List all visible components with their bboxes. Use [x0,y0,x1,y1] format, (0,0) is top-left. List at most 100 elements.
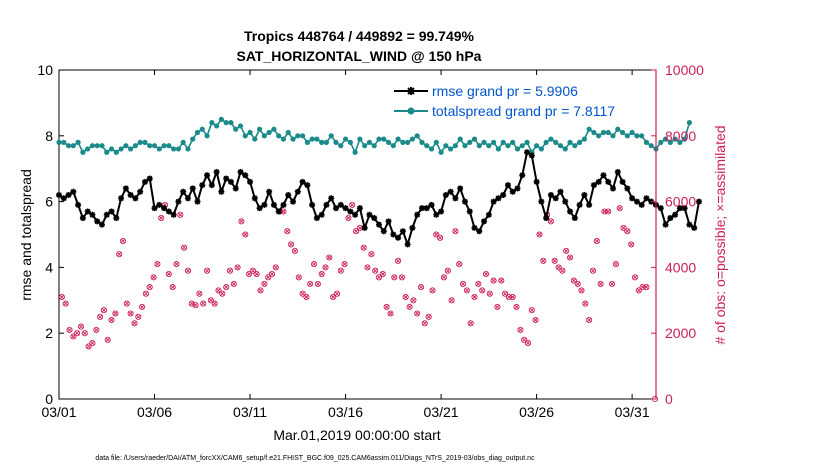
obs-point [467,320,474,327]
obs-possible-marker [639,284,646,291]
rmse-point [375,221,382,228]
rmse-point [132,195,139,202]
obs-assimilated-marker [407,304,412,310]
obs-point [586,316,593,324]
totalspread-point [242,133,248,139]
totalspread-point [419,139,425,145]
rmse-point [452,195,459,202]
obs-possible-marker [372,267,379,274]
obs-point [89,340,96,347]
obs-possible-marker [387,310,394,317]
obs-point [322,264,329,271]
totalspread-point [228,120,234,126]
obs-assimilated-marker [281,209,286,214]
rmse-point [165,208,172,215]
rmse-point [504,182,511,189]
rmse-point [691,224,698,231]
obs-possible-marker [307,280,314,287]
obs-assimilated-marker [376,274,382,280]
rmse-point [65,192,72,199]
obs-point [341,261,348,268]
totalspread-point [400,139,406,145]
obs-possible-marker [479,287,486,294]
obs-point [524,340,532,347]
totalspread-point [75,139,81,145]
y-right-tick-label: 4000 [665,259,696,275]
rmse-point [414,211,421,218]
obs-assimilated-marker [369,251,374,257]
totalspread-point [137,139,143,145]
obs-point [395,257,402,264]
obs-possible-marker [184,267,192,274]
rmse-point [122,185,129,192]
x-tick-label: 03/31 [615,404,650,420]
totalspread-point [128,146,134,152]
y-axis-right-label: # of obs: o=possible; ×=assimilated [712,125,728,344]
totalspread-point [80,149,86,155]
obs-assimilated-marker [537,232,542,237]
obs-point [215,287,222,294]
obs-assimilated-marker [170,284,176,290]
obs-point [391,274,398,281]
rmse-point [490,198,497,205]
obs-assimilated-marker [151,274,156,280]
totalspread-point [443,143,449,149]
y-left-tick-label: 0 [45,391,53,407]
rmse-point [280,201,287,208]
obs-possible-marker [551,257,558,264]
totalspread-point [175,146,181,152]
obs-point [97,313,104,320]
obs-possible-marker [475,280,482,287]
obs-possible-marker [643,284,650,291]
obs-point [559,267,566,274]
obs-assimilated-marker [560,268,565,274]
obs-possible-marker [559,267,566,274]
totalspread-point [476,143,482,149]
obs-assimilated-marker [644,284,649,290]
totalspread-point [171,146,177,152]
rmse-point [313,215,320,222]
obs-point [494,303,501,310]
obs-point [459,280,467,287]
obs-possible-marker [631,274,639,281]
rmse-point [184,195,191,202]
rmse-point [614,168,621,175]
totalspread-point [639,133,645,139]
obs-possible-marker [341,261,348,268]
rmse-point [232,185,239,192]
rmse-point [151,205,158,212]
totalspread-point [395,136,401,142]
obs-possible-marker [440,274,447,281]
rmse-point [98,221,105,228]
totalspread-point [424,143,430,149]
totalspread-point [328,133,334,139]
obs-assimilated-marker [586,317,592,323]
y-axis-right: 0 2000 4000 6000 8000 10000 [651,62,704,407]
rmse-point [113,215,120,222]
obs-possible-marker [589,267,597,274]
obs-possible-marker [505,293,512,301]
rmse-point [318,211,325,218]
obs-assimilated-marker [449,297,454,303]
rmse-point [657,205,664,212]
obs-point [238,218,245,225]
rmse-point [270,201,277,208]
obs-possible-marker [368,251,375,258]
rmse-point [208,182,215,189]
obs-assimilated-marker [296,274,302,280]
rmse-point [514,185,521,192]
rmse-point [108,208,115,215]
obs-point [192,302,199,309]
rmse-series [56,149,702,248]
obs-possible-marker [547,218,554,225]
obs-point [597,280,604,287]
obs-assimilated-marker [174,261,179,267]
obs-possible-marker [299,290,306,297]
obs-point [81,330,88,337]
totalspread-point [338,143,344,149]
obs-assimilated-marker [464,288,470,293]
totalspread-point [218,116,224,122]
totalspread-point [438,149,444,155]
obs-assimilated-marker [617,205,623,211]
rmse-point [299,178,306,185]
